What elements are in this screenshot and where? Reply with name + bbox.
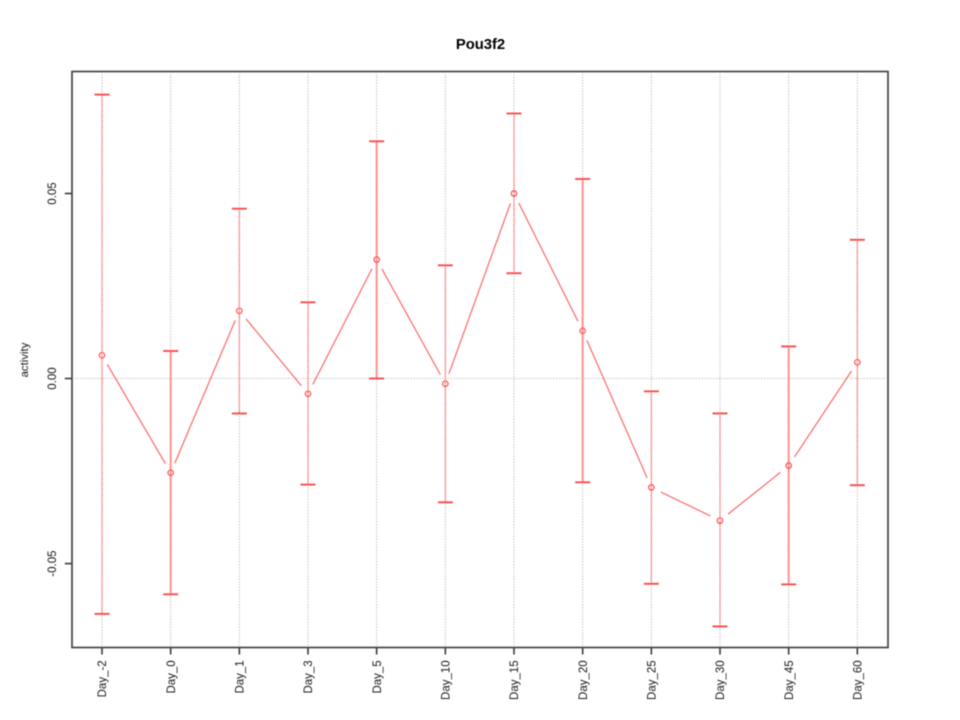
svg-text:activity: activity [19,342,31,377]
svg-text:Day_45: Day_45 [784,660,796,700]
svg-text:Day_10: Day_10 [440,660,452,700]
svg-text:Day_20: Day_20 [578,660,590,700]
svg-text:0.00: 0.00 [47,367,59,389]
svg-text:0.05: 0.05 [47,182,59,204]
svg-text:Day_5: Day_5 [372,660,384,693]
svg-text:Day_25: Day_25 [646,660,658,700]
svg-text:Day_0: Day_0 [166,660,178,693]
svg-text:Day_15: Day_15 [509,660,521,700]
svg-text:Day_3: Day_3 [303,660,315,693]
svg-text:Day_-2: Day_-2 [97,660,109,697]
svg-text:Day_60: Day_60 [852,660,864,700]
svg-text:Pou3f2: Pou3f2 [456,37,505,53]
svg-text:Day_1: Day_1 [234,660,246,693]
svg-text:Day_30: Day_30 [715,660,727,700]
svg-text:-0.05: -0.05 [47,550,59,576]
